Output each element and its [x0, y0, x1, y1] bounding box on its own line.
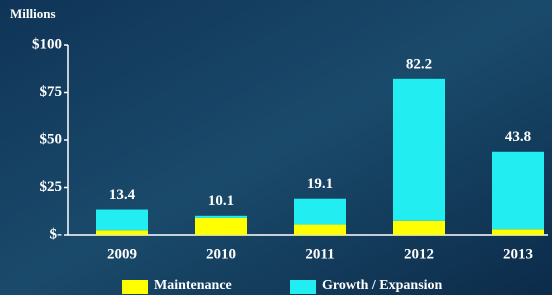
- x-tick-label: 2010: [206, 246, 236, 262]
- page: Millions $- $25 $50 $75 $100 13.4 2009 10.1 2010…: [0, 0, 552, 295]
- data-label: 13.4: [109, 187, 136, 203]
- y-axis-label: Millions: [10, 6, 56, 21]
- data-label: 82.2: [406, 56, 432, 72]
- legend-swatch: [290, 280, 316, 294]
- bar-segment: [195, 218, 247, 235]
- legend-label: Maintenance: [154, 278, 232, 293]
- x-tick-label: 2011: [305, 246, 334, 262]
- background: [0, 0, 552, 295]
- bar-segment: [492, 152, 544, 230]
- y-tick-label: $-: [50, 226, 63, 242]
- bar-segment: [96, 210, 148, 231]
- y-tick-label: $75: [40, 84, 63, 100]
- x-tick-label: 2013: [503, 246, 533, 262]
- y-tick-label: $50: [40, 131, 63, 147]
- bar-segment: [294, 225, 346, 235]
- y-tick-label: $25: [40, 179, 63, 195]
- x-tick-label: 2009: [107, 246, 137, 262]
- data-label: 10.1: [208, 193, 234, 209]
- bar-segment: [96, 230, 148, 235]
- data-label: 43.8: [505, 129, 531, 145]
- x-tick-label: 2012: [404, 246, 434, 262]
- legend-label: Growth / Expansion: [322, 278, 443, 293]
- bar-segment: [393, 221, 445, 235]
- bar-segment: [393, 79, 445, 221]
- chart: Millions $- $25 $50 $75 $100 13.4 2009 10.1 2010…: [0, 0, 552, 295]
- bar-segment: [294, 199, 346, 225]
- legend-swatch: [122, 280, 148, 294]
- data-label: 19.1: [307, 176, 333, 192]
- bar-segment: [195, 216, 247, 218]
- y-tick-label: $100: [32, 36, 62, 52]
- bar-segment: [492, 229, 544, 235]
